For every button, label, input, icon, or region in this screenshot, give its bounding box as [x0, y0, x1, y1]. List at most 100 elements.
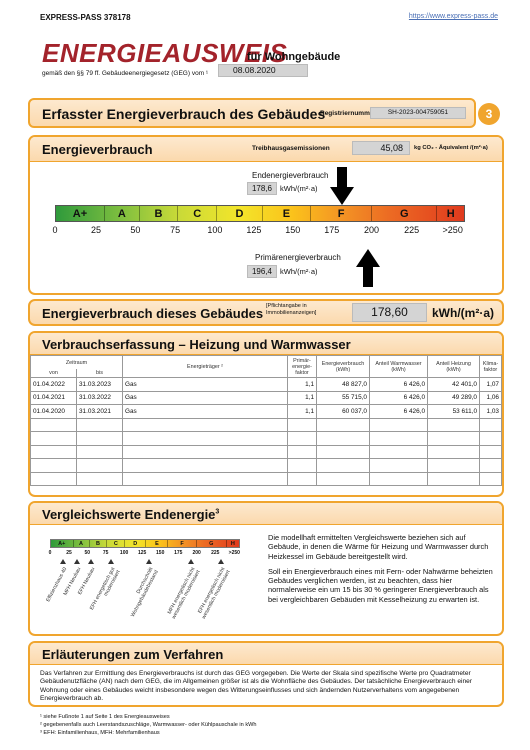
scale-tick: 225 [211, 550, 220, 556]
class-label: A [74, 540, 90, 547]
class-label: B [90, 540, 108, 547]
class-label: E [263, 206, 311, 221]
reference-marker [74, 559, 80, 564]
panel-title: Energieverbrauch [42, 142, 153, 157]
efficiency-scale: A+ A B C D E F G H [55, 205, 465, 222]
empty-cell [479, 471, 502, 486]
law-reference: gemäß den §§ 79 ff. Gebäudeenergiegesetz… [42, 70, 209, 77]
empty-cell [30, 471, 77, 486]
column-header: Anteil Heizung (kWh) [427, 355, 480, 378]
ghg-label: Treibhausgasemissionen [252, 145, 330, 152]
empty-row [30, 444, 502, 459]
ghg-unit: kg CO₂ - Äquivalent /(m²·a) [414, 145, 488, 151]
issue-date: 08.08.2020 [218, 64, 308, 77]
scale-ticks: 0 25 50 75 100 125 150 175 200 225 >250 [52, 225, 465, 237]
table-cell: 01.04.2021 [30, 390, 77, 405]
table-row: 01.04.2022 31.03.2023 Gas 1,1 48 827,0 6 426,… [30, 377, 502, 392]
table-cell: Gas [122, 390, 288, 405]
section-title: Erfasster Energieverbrauch des Gebäudes [42, 106, 326, 122]
class-label: A+ [51, 540, 74, 547]
empty-cell [316, 471, 370, 486]
scale-tick: 50 [84, 550, 91, 556]
document-id: EXPRESS-PASS 378178 [40, 13, 131, 22]
scale-tick: 0 [52, 225, 58, 235]
empty-cell [76, 431, 123, 446]
scale-tick: 175 [174, 550, 183, 556]
table-wrap: Zeitraum Energieträger ² Primär-energie-fa… [30, 355, 502, 486]
empty-cell [479, 458, 502, 473]
footnote: ¹ siehe Fußnote 1 auf Seite 1 des Energi… [40, 714, 170, 720]
scale-tick: 25 [66, 550, 72, 556]
class-label: A+ [56, 206, 105, 221]
empty-cell [76, 471, 123, 486]
column-header: bis [76, 369, 123, 378]
final-energy-label: Endenergieverbrauch [252, 171, 329, 180]
table-cell: 31.03.2023 [76, 377, 123, 392]
reference-marker [146, 559, 152, 564]
footnote: ² gegebenenfalls auch Leerstandszuschläg… [40, 722, 257, 728]
empty-cell [287, 417, 317, 432]
empty-row [30, 471, 502, 486]
reference-marker [88, 559, 94, 564]
scale-tick: 75 [170, 225, 181, 235]
consumption-panel: Energieverbrauch Treibhausgasemissionen … [28, 135, 504, 295]
empty-cell [122, 458, 288, 473]
empty-cell [369, 431, 428, 446]
url[interactable]: https://www.express-pass.de [408, 13, 498, 20]
ghg-value: 45,08 [352, 141, 410, 155]
class-label: E [146, 540, 169, 547]
class-label: F [311, 206, 373, 221]
scale-tick: >250 [442, 225, 463, 235]
scale-tick: 125 [246, 225, 262, 235]
scale-tick: 125 [137, 550, 147, 556]
empty-cell [427, 458, 480, 473]
section-bar: Erfasster Energieverbrauch des Gebäudes … [28, 98, 476, 128]
empty-cell [287, 444, 317, 459]
mini-scale: A+ A B C D E F G H [50, 539, 240, 548]
empty-row [30, 417, 502, 432]
paragraph: Die modellhaft ermittelten Vergleichswer… [268, 533, 489, 561]
final-energy-value: 178,6 [247, 182, 277, 195]
primary-energy-label: Primärenergieverbrauch [255, 253, 341, 262]
empty-cell [479, 444, 502, 459]
building-consumption: Energieverbrauch dieses Gebäudes [Pflich… [28, 299, 504, 326]
empty-cell [30, 444, 77, 459]
page-number: 3 [478, 103, 500, 125]
empty-cell [369, 444, 428, 459]
class-label: D [217, 206, 263, 221]
consumption-table: Zeitraum Energieträger ² Primär-energie-fa… [30, 355, 502, 486]
scale-tick: 200 [192, 550, 201, 556]
class-label: F [169, 540, 197, 547]
table-cell: 01.04.2022 [30, 377, 77, 392]
scale-tick: 75 [102, 550, 109, 556]
scale-tick: 0 [48, 550, 52, 556]
reference-marker [108, 559, 114, 564]
scale-tick: 100 [119, 550, 129, 556]
scale-tick: 200 [364, 225, 380, 235]
building-title: Energieverbrauch dieses Gebäudes [42, 306, 264, 321]
class-label: C [107, 540, 126, 547]
footnotes: ¹ siehe Fußnote 1 auf Seite 1 des Energi… [40, 713, 257, 737]
empty-cell [76, 444, 123, 459]
class-label: B [140, 206, 179, 221]
empty-cell [122, 431, 288, 446]
scale-tick: 25 [90, 225, 102, 235]
table-cell: 1,1 [287, 377, 317, 392]
empty-cell [427, 417, 480, 432]
comparison-title: Vergleichswerte Endenergie3 [42, 507, 219, 522]
table-cell: 1,03 [479, 404, 502, 419]
empty-cell [369, 458, 428, 473]
recording-panel: Verbrauchserfassung – Heizung und Warmwa… [28, 331, 504, 497]
primary-energy-arrow [356, 249, 380, 287]
reference-label: Durchschnitt Wohngebäudebestand [129, 566, 160, 618]
class-label: C [178, 206, 218, 221]
table-row: 01.04.2020 31.03.2021 Gas 1,1 60 037,0 6 426,… [30, 404, 502, 419]
table-cell: 49 289,0 [427, 390, 480, 405]
scale-tick: 225 [404, 225, 420, 235]
footnote: ³ EFH: Einfamilienhaus, MFH: Mehrfamilie… [40, 730, 160, 736]
empty-cell [316, 444, 370, 459]
empty-cell [316, 458, 370, 473]
class-label: D [125, 540, 147, 547]
explanation-title: Erläuterungen zum Verfahren [42, 647, 224, 662]
